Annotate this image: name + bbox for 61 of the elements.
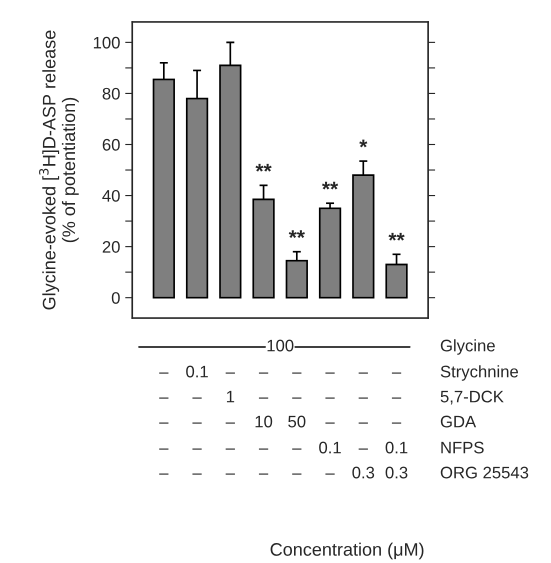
text: Strychnine (440, 365, 518, 381)
text: – (258, 398, 268, 399)
text: – (226, 422, 235, 424)
y-tick-label: 80 (102, 88, 120, 100)
text: 0.1 (319, 442, 341, 454)
y-tick-label: 20 (102, 241, 120, 253)
data-label: ** (322, 182, 338, 190)
data-label: * (359, 140, 368, 148)
data-label: ** (256, 164, 272, 172)
y-tick-label: 60 (102, 138, 120, 151)
text: 100 (268, 340, 294, 352)
text: 0.3 (386, 466, 408, 478)
text: – (358, 448, 368, 450)
text: – (292, 372, 302, 374)
text: 0.3 (352, 466, 374, 478)
data-label: ** (388, 232, 405, 241)
text: – (159, 474, 168, 475)
text: 0.1 (186, 366, 208, 378)
text: – (159, 448, 168, 450)
text: – (392, 398, 402, 399)
bar (318, 207, 342, 299)
text: – (392, 372, 402, 374)
text: 0.1 (386, 442, 408, 454)
text: – (159, 422, 168, 424)
text: – (192, 474, 202, 475)
text: – (325, 398, 335, 399)
text: 5,7-DCK (440, 390, 504, 404)
text: – (192, 422, 202, 424)
text: – (226, 474, 235, 475)
text: – (292, 398, 302, 399)
text: – (325, 474, 335, 475)
text: – (358, 398, 368, 399)
text: ORG 25543 (440, 466, 528, 478)
text: 10 (256, 416, 272, 428)
text: – (258, 372, 268, 374)
y-tick-label: 0 (112, 292, 120, 304)
text: GDA (440, 416, 476, 428)
text: Glycine (440, 339, 495, 355)
text: – (159, 372, 168, 374)
text: – (325, 372, 335, 374)
text: 50 (288, 416, 306, 428)
text: – (292, 474, 302, 475)
text: – (159, 398, 168, 399)
text: Concentration (μM) (270, 542, 424, 560)
text: – (226, 372, 235, 374)
text: NFPS (441, 442, 484, 454)
text: – (192, 448, 202, 450)
text: – (358, 372, 368, 374)
y-axis-title: Glycine-evoked [$^{3}$H]D-ASP release (% of potentiation) (39, 30, 79, 310)
y-tick-label: 100 (94, 36, 120, 49)
text: – (258, 474, 268, 475)
y-tick-label: 40 (102, 190, 120, 202)
text: – (258, 448, 268, 450)
text: – (292, 448, 302, 450)
text: – (226, 448, 235, 450)
text: 1 (226, 390, 234, 402)
data-label: ** (288, 230, 305, 238)
text: – (325, 422, 335, 424)
text: – (358, 422, 368, 424)
text: – (192, 398, 202, 399)
text: – (392, 422, 402, 424)
